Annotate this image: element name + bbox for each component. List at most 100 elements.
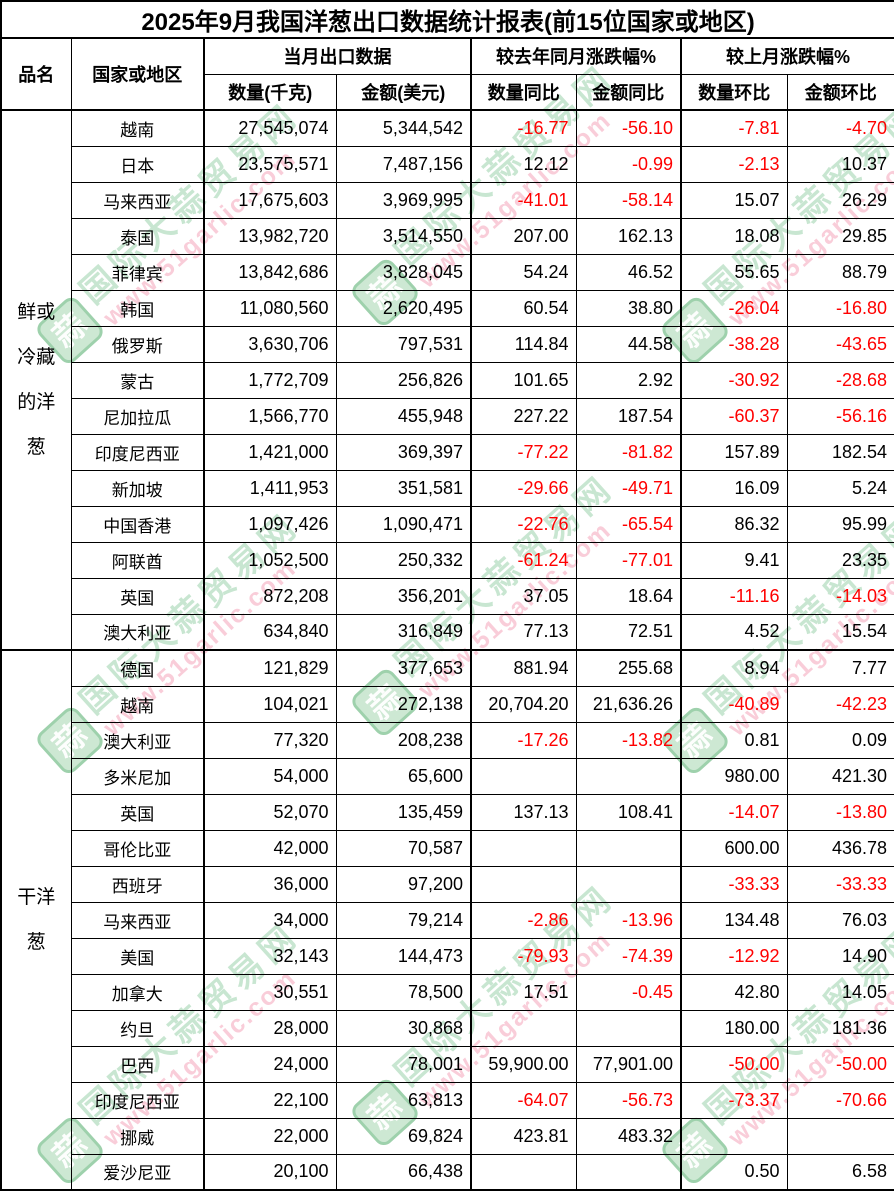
- amount-mom-cell: [786, 1117, 894, 1155]
- qty-yoy-cell: 207.00: [470, 217, 577, 255]
- table-row: 爱沙尼亚 20,100 66,438 0.50 6.58: [1, 1153, 894, 1191]
- amount-yoy-cell: 18.64: [575, 577, 682, 615]
- qty-cell: 42,000: [203, 829, 337, 867]
- qty-yoy-cell: 60.54: [470, 289, 577, 327]
- qty-mom-cell: 42.80: [680, 973, 788, 1011]
- amount-yoy-cell: [575, 865, 682, 903]
- qty-yoy-cell: 114.84: [470, 325, 577, 363]
- qty-mom-cell: -38.28: [680, 325, 788, 363]
- country-cell: 马来西亚: [70, 901, 205, 939]
- amount-mom-cell: 10.37: [786, 145, 894, 183]
- amount-cell: 2,620,495: [335, 289, 472, 327]
- amount-mom-cell: -14.03: [786, 577, 894, 615]
- qty-cell: 1,052,500: [203, 541, 337, 579]
- country-cell: 澳大利亚: [70, 613, 205, 651]
- qty-mom-cell: 86.32: [680, 505, 788, 543]
- amount-cell: 3,969,995: [335, 181, 472, 219]
- country-cell: 新加坡: [70, 469, 205, 507]
- country-cell: 泰国: [70, 217, 205, 255]
- table-row: 马来西亚 34,000 79,214 -2.86 -13.96 134.48 76.03: [1, 901, 894, 939]
- qty-mom-cell: 18.08: [680, 217, 788, 255]
- qty-yoy-cell: 881.94: [470, 649, 577, 687]
- country-cell: 多米尼加: [70, 757, 205, 795]
- country-cell: 越南: [70, 109, 205, 147]
- amount-mom-cell: 26.29: [786, 181, 894, 219]
- qty-yoy-cell: [470, 865, 577, 903]
- country-cell: 澳大利亚: [70, 721, 205, 759]
- amount-mom-cell: 436.78: [786, 829, 894, 867]
- qty-yoy-cell: [470, 829, 577, 867]
- qty-cell: 1,097,426: [203, 505, 337, 543]
- amount-cell: 63,813: [335, 1081, 472, 1119]
- product-name-cell: 干洋葱: [0, 649, 72, 1191]
- amount-mom-cell: 14.90: [786, 937, 894, 975]
- qty-mom-cell: 9.41: [680, 541, 788, 579]
- table-row: 挪威 22,000 69,824 423.81 483.32: [1, 1117, 894, 1155]
- qty-yoy-cell: 54.24: [470, 253, 577, 291]
- country-cell: 蒙古: [70, 361, 205, 399]
- qty-cell: 22,100: [203, 1081, 337, 1119]
- amount-yoy-cell: [575, 1153, 682, 1191]
- table-row: 美国 32,143 144,473 -79.93 -74.39 -12.92 14.90: [1, 937, 894, 975]
- amount-mom-cell: 5.24: [786, 469, 894, 507]
- table-row: 尼加拉瓜 1,566,770 455,948 227.22 187.54 -60.37 -5…: [1, 397, 894, 435]
- amount-cell: 3,828,045: [335, 253, 472, 291]
- amount-yoy-cell: -49.71: [575, 469, 682, 507]
- country-cell: 印度尼西亚: [70, 1081, 205, 1119]
- amount-yoy-cell: 77,901.00: [575, 1045, 682, 1083]
- amount-cell: 3,514,550: [335, 217, 472, 255]
- amount-yoy-cell: -77.01: [575, 541, 682, 579]
- report-title: 2025年9月我国洋葱出口数据统计报表(前15位国家或地区): [0, 0, 894, 39]
- amount-cell: 455,948: [335, 397, 472, 435]
- amount-yoy-cell: 162.13: [575, 217, 682, 255]
- qty-cell: 34,000: [203, 901, 337, 939]
- amount-mom-cell: -56.16: [786, 397, 894, 435]
- table-row: 俄罗斯 3,630,706 797,531 114.84 44.58 -38.28 -43.…: [1, 325, 894, 363]
- qty-mom-cell: -26.04: [680, 289, 788, 327]
- amount-yoy-cell: 255.68: [575, 649, 682, 687]
- qty-mom-cell: -60.37: [680, 397, 788, 435]
- country-cell: 日本: [70, 145, 205, 183]
- qty-yoy-cell: 37.05: [470, 577, 577, 615]
- table-row: 泰国 13,982,720 3,514,550 207.00 162.13 18.08 29…: [1, 217, 894, 255]
- qty-yoy-cell: -41.01: [470, 181, 577, 219]
- country-cell: 菲律宾: [70, 253, 205, 291]
- amount-cell: 369,397: [335, 433, 472, 471]
- amount-yoy-cell: 21,636.26: [575, 685, 682, 723]
- qty-cell: 52,070: [203, 793, 337, 831]
- qty-yoy-cell: 423.81: [470, 1117, 577, 1155]
- amount-mom-cell: -13.80: [786, 793, 894, 831]
- amount-yoy-cell: -81.82: [575, 433, 682, 471]
- amount-yoy-cell: -58.14: [575, 181, 682, 219]
- header-row-groups: 品名 国家或地区 当月出口数据 较去年同月涨跌幅% 较上月涨跌幅%: [0, 37, 894, 111]
- amount-cell: 272,138: [335, 685, 472, 723]
- qty-yoy-cell: -17.26: [470, 721, 577, 759]
- amount-cell: 250,332: [335, 541, 472, 579]
- qty-yoy-cell: 59,900.00: [470, 1045, 577, 1083]
- col-header-country: 国家或地区: [70, 37, 205, 111]
- qty-mom-cell: 980.00: [680, 757, 788, 795]
- table-row: 巴西 24,000 78,001 59,900.00 77,901.00 -50.00 -5…: [1, 1045, 894, 1083]
- amount-yoy-cell: 108.41: [575, 793, 682, 831]
- qty-cell: 77,320: [203, 721, 337, 759]
- amount-mom-cell: 95.99: [786, 505, 894, 543]
- amount-mom-cell: 23.35: [786, 541, 894, 579]
- amount-yoy-cell: [575, 1009, 682, 1047]
- amount-mom-cell: 6.58: [786, 1153, 894, 1191]
- qty-yoy-cell: 77.13: [470, 613, 577, 651]
- country-cell: 俄罗斯: [70, 325, 205, 363]
- amount-cell: 256,826: [335, 361, 472, 399]
- qty-yoy-cell: -79.93: [470, 937, 577, 975]
- qty-mom-cell: -2.13: [680, 145, 788, 183]
- col-header-amount: 金额(美元): [335, 73, 472, 111]
- qty-mom-cell: 0.50: [680, 1153, 788, 1191]
- qty-mom-cell: -30.92: [680, 361, 788, 399]
- col-header-qty-yoy: 数量同比: [470, 73, 577, 111]
- qty-cell: 13,842,686: [203, 253, 337, 291]
- table-row: 西班牙 36,000 97,200 -33.33 -33.33: [1, 865, 894, 903]
- table-row: 马来西亚 17,675,603 3,969,995 -41.01 -58.14 15.07…: [1, 181, 894, 219]
- qty-mom-cell: -11.16: [680, 577, 788, 615]
- amount-yoy-cell: -13.96: [575, 901, 682, 939]
- table-row: 中国香港 1,097,426 1,090,471 -22.76 -65.54 86.32 9…: [1, 505, 894, 543]
- title-row: 2025年9月我国洋葱出口数据统计报表(前15位国家或地区): [0, 0, 894, 39]
